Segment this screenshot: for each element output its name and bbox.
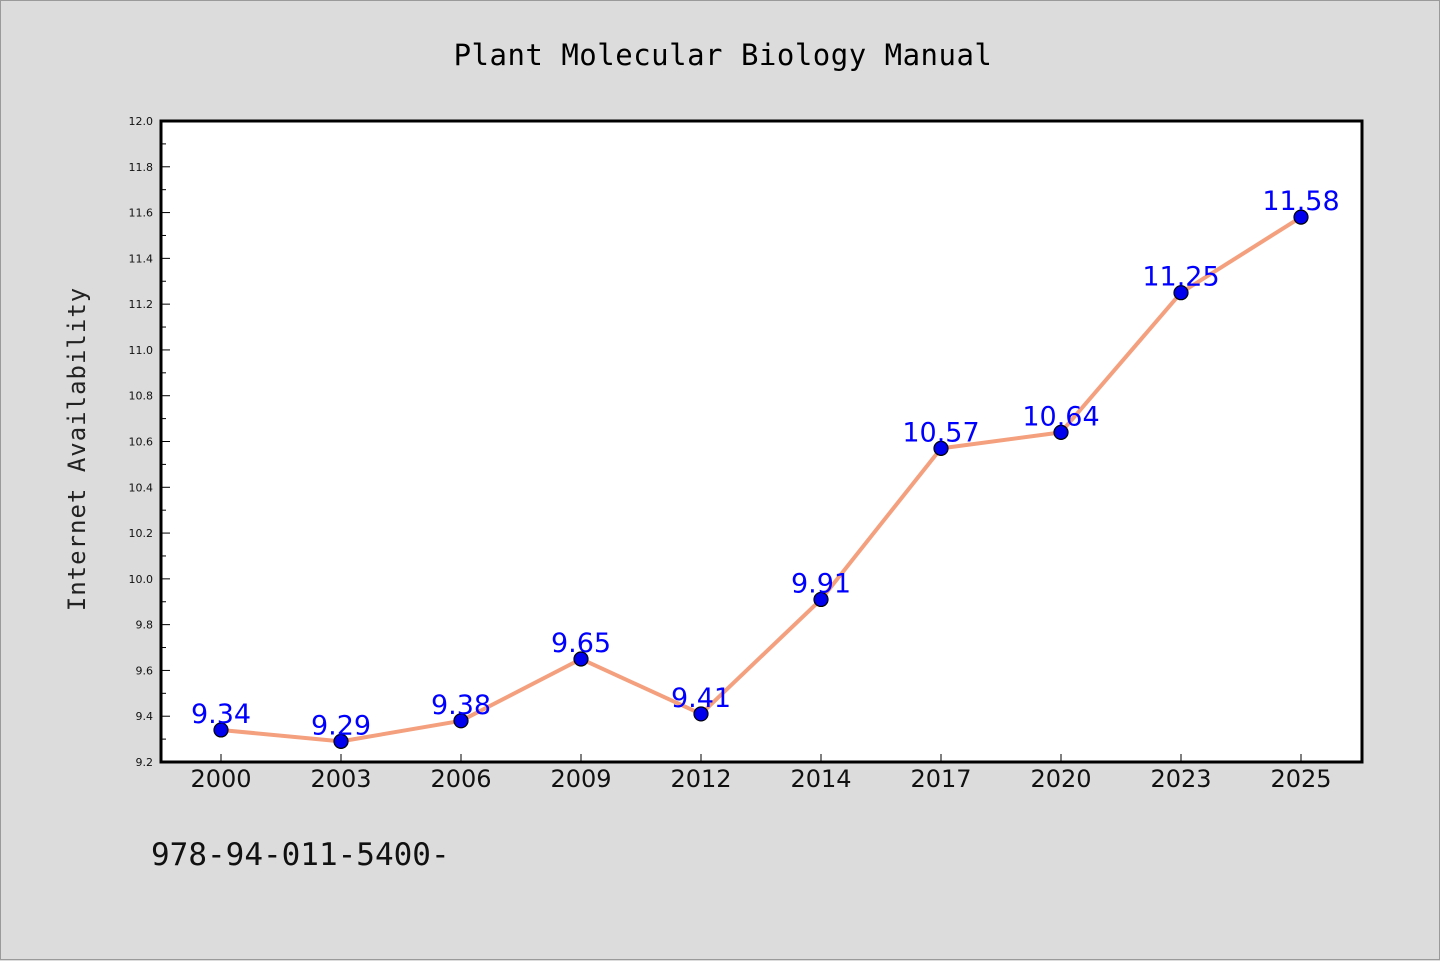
marker-layer (213, 209, 1309, 749)
data-point-marker (213, 722, 229, 738)
x-tick-label: 2025 (1270, 765, 1331, 793)
y-tick-label: 9.4 (136, 710, 154, 723)
footnote-isbn: 978-94-011-5400- (151, 837, 450, 873)
data-label: 9.38 (431, 690, 491, 721)
x-tick-label: 2020 (1030, 765, 1091, 793)
data-label-layer: 9.34 9.29 9.38 9.65 9.41 9.91 10.57 10.64 11.25 1… (191, 186, 1340, 741)
y-tick-label: 10.4 (129, 481, 154, 494)
y-tick-label: 9.2 (136, 756, 154, 769)
data-label: 10.64 (1022, 401, 1099, 432)
y-tick-label: 11.0 (129, 344, 154, 357)
data-label: 11.58 (1262, 186, 1339, 217)
y-tick-label: 11.6 (129, 207, 154, 220)
series-line (219, 215, 1303, 744)
x-tick-label: 2003 (310, 765, 371, 793)
x-tick-label: 2017 (910, 765, 971, 793)
data-label: 11.25 (1142, 262, 1219, 293)
chart-title: Plant Molecular Biology Manual (454, 38, 993, 72)
x-tick-label: 2009 (550, 765, 611, 793)
data-point-marker (1173, 285, 1189, 301)
x-tick-label: 2023 (1150, 765, 1211, 793)
y-tick-label: 10.6 (129, 436, 154, 449)
data-point-marker (1053, 424, 1069, 440)
data-point-marker (813, 591, 829, 608)
y-tick-label: 11.4 (129, 252, 154, 265)
plot-frame (159, 119, 1364, 764)
y-tick-label: 10.2 (129, 527, 154, 540)
data-point-marker (453, 713, 469, 729)
data-label: 10.57 (902, 417, 979, 448)
data-point-marker (333, 733, 349, 749)
y-tick-label: 10.8 (129, 390, 154, 403)
y-tick-label: 11.8 (129, 161, 154, 174)
data-label: 9.41 (671, 683, 731, 714)
y-tick-label: 9.6 (136, 664, 154, 677)
data-point-marker (933, 440, 949, 456)
data-label: 9.65 (551, 628, 611, 659)
data-label: 9.34 (191, 699, 251, 730)
y-tick-label: 11.2 (129, 298, 154, 311)
x-tick-label: 2006 (430, 765, 491, 793)
x-tick-label: 2012 (670, 765, 731, 793)
x-axis-ticks: 2000 2003 2006 2009 2012 2014 2017 2020 2023 2025 (190, 754, 1332, 793)
data-point-marker (573, 651, 589, 667)
y-tick-label: 12.0 (129, 115, 154, 128)
y-tick-label: 9.8 (136, 619, 154, 632)
y-axis-label: Internet Availability (63, 287, 91, 611)
x-tick-label: 2014 (790, 765, 851, 793)
series-layer (219, 215, 1303, 744)
plot-area (161, 121, 1362, 762)
data-label: 9.91 (791, 568, 851, 599)
y-axis-ticks: 9.2 9.4 9.6 9.8 10.0 10.2 10.4 10.6 10.8 11.0 11.2… (129, 115, 170, 769)
x-tick-label: 2000 (190, 765, 251, 793)
data-label: 9.29 (311, 710, 371, 741)
data-point-marker (693, 706, 709, 722)
y-tick-label: 10.0 (129, 573, 154, 586)
data-point-marker (1293, 209, 1309, 225)
